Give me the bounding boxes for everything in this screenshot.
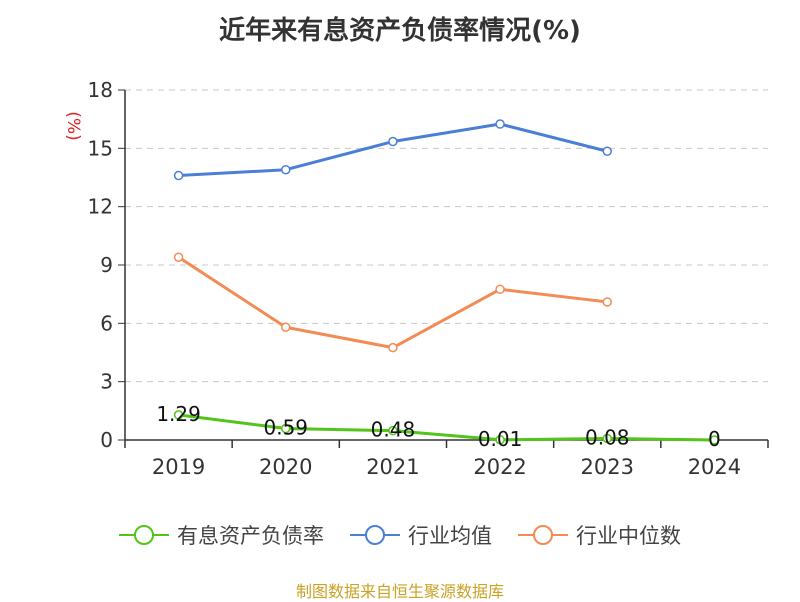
y-tick-label: 15 bbox=[88, 136, 113, 160]
data-point bbox=[495, 119, 505, 129]
series-line-0 bbox=[178, 413, 715, 442]
x-tick-label: 2020 bbox=[259, 455, 312, 479]
legend-swatch-debt-ratio bbox=[119, 525, 169, 545]
x-tick-label: 2022 bbox=[473, 455, 526, 479]
y-tick-label: 18 bbox=[88, 78, 113, 102]
x-tick-label: 2021 bbox=[366, 455, 419, 479]
x-tick-label: 2023 bbox=[581, 455, 634, 479]
data-point bbox=[495, 435, 505, 445]
data-point bbox=[173, 410, 184, 420]
y-tick-label: 6 bbox=[100, 311, 113, 335]
data-point bbox=[388, 342, 398, 353]
data-label: 0 bbox=[708, 427, 721, 451]
legend-swatch-industry-mean bbox=[350, 525, 400, 545]
data-point bbox=[281, 164, 291, 175]
data-point bbox=[281, 423, 291, 434]
y-tick-label: 12 bbox=[88, 195, 113, 219]
legend-item-industry-mean[interactable]: 行业均值 bbox=[350, 520, 492, 550]
x-tick-label: 2024 bbox=[688, 455, 741, 479]
y-tick-label: 3 bbox=[100, 370, 113, 394]
legend-label-debt-ratio: 有息资产负债率 bbox=[177, 524, 324, 548]
legend-label-industry-mean: 行业均值 bbox=[408, 524, 492, 548]
data-point bbox=[602, 297, 612, 307]
data-point bbox=[709, 435, 720, 445]
data-label: 0.01 bbox=[478, 427, 523, 451]
y-tick-label: 0 bbox=[100, 428, 113, 452]
legend: 有息资产负债率 行业均值 行业中位数 bbox=[0, 520, 800, 550]
data-label: 0.48 bbox=[371, 418, 416, 442]
data-source-note: 制图数据来自恒生聚源数据库 bbox=[295, 582, 504, 601]
data-point bbox=[173, 252, 184, 262]
series-line-2 bbox=[177, 255, 608, 350]
line-chart: 0 3 6 9 12 15 18(%) 2019 2020 2021 2022 2023 2024 1.2… bbox=[63, 78, 769, 479]
chart-title: 近年来有息资产负债率情况(%) bbox=[219, 16, 581, 46]
data-point bbox=[173, 170, 184, 181]
data-point bbox=[388, 136, 398, 147]
data-label: 0.08 bbox=[585, 425, 630, 449]
legend-item-industry-median[interactable]: 行业中位数 bbox=[518, 520, 681, 550]
x-tick-label: 2019 bbox=[152, 455, 205, 479]
data-label: 0.59 bbox=[263, 416, 308, 440]
y-axis-label: (%) bbox=[63, 111, 83, 140]
series-line-1 bbox=[178, 122, 608, 178]
data-point bbox=[602, 433, 612, 444]
data-point bbox=[281, 322, 291, 332]
data-point bbox=[388, 425, 398, 436]
legend-item-debt-ratio[interactable]: 有息资产负债率 bbox=[119, 520, 324, 550]
legend-label-industry-median: 行业中位数 bbox=[576, 524, 681, 548]
data-label: 1.29 bbox=[156, 402, 201, 426]
legend-swatch-industry-median bbox=[518, 525, 568, 545]
data-point bbox=[495, 284, 505, 295]
data-point bbox=[602, 146, 612, 156]
y-tick-label: 9 bbox=[100, 253, 113, 277]
